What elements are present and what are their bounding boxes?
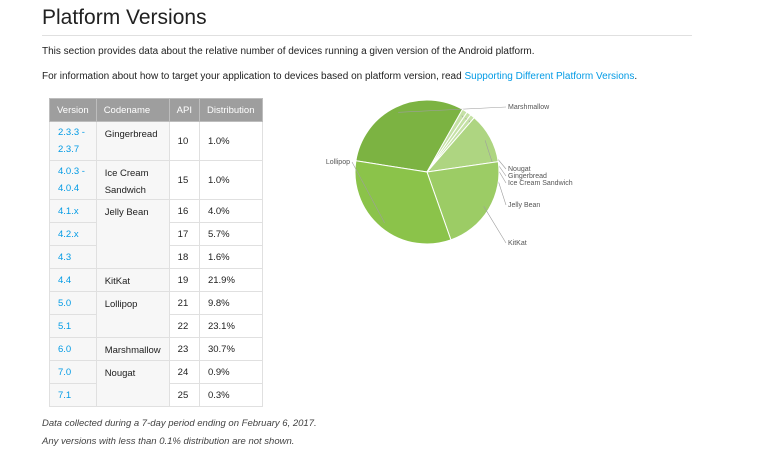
target-info-prefix: For information about how to target your… — [42, 71, 465, 82]
codename-cell: Gingerbread — [95, 121, 170, 161]
distribution-cell: 1.0% — [198, 160, 263, 200]
table-row: 6.0 Marshmallow 23 30.7% — [49, 337, 263, 361]
pie-label: Nougat — [508, 166, 531, 173]
table-row: 4.0.3 - 4.0.4 Ice Cream Sandwich 15 1.0% — [49, 160, 263, 200]
distribution-cell: 21.9% — [198, 268, 263, 292]
version-link[interactable]: 6.0 — [58, 343, 72, 355]
version-link[interactable]: 4.3 — [58, 251, 72, 263]
pie-label: Ice Cream Sandwich — [508, 180, 573, 187]
codename-cell: Lollipop — [95, 291, 170, 338]
distribution-cell: 4.0% — [198, 199, 263, 223]
pie-slice-marshmallow — [355, 99, 464, 173]
api-cell: 19 — [168, 268, 200, 292]
pie-label: Marshmallow — [508, 104, 550, 111]
api-cell: 22 — [168, 314, 200, 338]
distribution-cell: 1.6% — [198, 245, 263, 269]
pie-leader-line — [398, 106, 507, 113]
table-row: 4.1.x Jelly Bean 16 4.0% — [49, 199, 263, 269]
version-link[interactable]: 4.1.x — [58, 205, 79, 217]
version-link[interactable]: 4.4 — [58, 274, 72, 286]
version-link[interactable]: 2.3.3 - 2.3.7 — [58, 127, 85, 155]
codename-cell: Nougat — [95, 360, 170, 407]
pie-label: Gingerbread — [508, 173, 547, 180]
api-cell: 17 — [168, 222, 200, 246]
pie-label: KitKat — [508, 240, 527, 247]
pie-label: Jelly Bean — [508, 202, 540, 209]
table-row: 4.4 KitKat 19 21.9% — [49, 268, 263, 292]
min-distribution-note: Any versions with less than 0.1% distrib… — [42, 436, 295, 447]
table-header-row: Version Codename API Distribution — [49, 98, 263, 122]
api-cell: 18 — [168, 245, 200, 269]
codename-cell: Ice Cream Sandwich — [95, 160, 170, 200]
pie-slice-lollipop — [354, 160, 452, 245]
distribution-cell: 0.3% — [198, 383, 263, 407]
data-collected-note: Data collected during a 7-day period end… — [42, 418, 317, 429]
version-link[interactable]: 7.0 — [58, 366, 72, 378]
codename-cell: KitKat — [95, 268, 170, 292]
table-row: 7.1 25 0.3% — [49, 383, 263, 407]
version-link[interactable]: 5.1 — [58, 320, 72, 332]
pie-label: Lollipop — [326, 159, 350, 166]
header-distribution: Distribution — [198, 98, 263, 122]
version-link[interactable]: 7.1 — [58, 389, 72, 401]
intro-text: This section provides data about the rel… — [42, 46, 535, 57]
pie-slice-kitkat — [426, 161, 500, 241]
distribution-cell: 30.7% — [198, 337, 263, 361]
api-cell: 15 — [168, 160, 200, 200]
api-cell: 16 — [168, 199, 200, 223]
api-cell: 23 — [168, 337, 200, 361]
version-link[interactable]: 4.0.3 - 4.0.4 — [58, 166, 85, 194]
api-cell: 10 — [168, 121, 200, 161]
supporting-platform-versions-link[interactable]: Supporting Different Platform Versions — [464, 71, 635, 82]
distribution-cell: 0.9% — [198, 360, 263, 384]
target-info-suffix: . — [634, 71, 638, 82]
distribution-cell: 1.0% — [198, 121, 263, 161]
title-divider — [42, 35, 692, 36]
header-version: Version — [49, 98, 97, 122]
distribution-cell: 9.8% — [198, 291, 263, 315]
header-codename: Codename — [95, 98, 170, 122]
version-link[interactable]: 4.2.x — [58, 228, 79, 240]
pie-leader-line — [483, 206, 507, 244]
table-row: 5.0 Lollipop 21 9.8% — [49, 291, 263, 338]
versions-table: Version Codename API Distribution 2.3.3 … — [49, 98, 263, 407]
distribution-cell: 23.1% — [198, 314, 263, 338]
header-api: API — [168, 98, 200, 122]
version-link[interactable]: 5.0 — [58, 297, 72, 309]
table-row: 4.2.x 17 5.7% — [49, 222, 263, 246]
target-info-text: For information about how to target your… — [42, 71, 637, 82]
table-row: 7.0 Nougat 24 0.9% — [49, 360, 263, 407]
api-cell: 21 — [168, 291, 200, 315]
distribution-cell: 5.7% — [198, 222, 263, 246]
pie-leader-line — [351, 161, 385, 224]
page-title: Platform Versions — [42, 6, 207, 29]
table-row: 2.3.3 - 2.3.7 Gingerbread 10 1.0% — [49, 121, 263, 161]
api-cell: 24 — [168, 360, 200, 384]
table-row: 5.1 22 23.1% — [49, 314, 263, 338]
api-cell: 25 — [168, 383, 200, 407]
codename-cell: Jelly Bean — [95, 199, 170, 269]
codename-cell: Marshmallow — [95, 337, 170, 361]
